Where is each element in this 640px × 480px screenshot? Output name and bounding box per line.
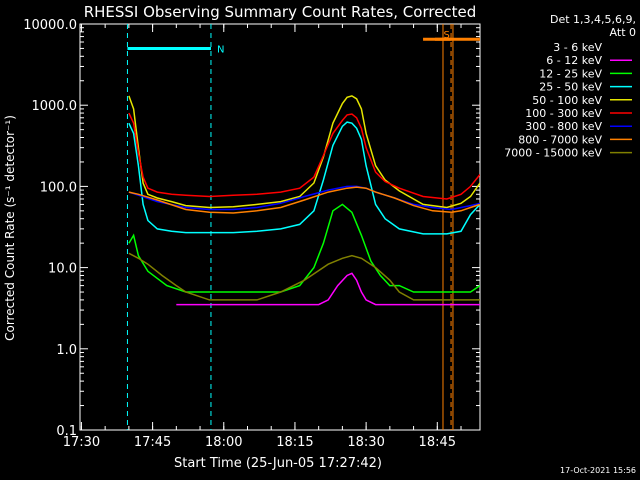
y-tick-label: 1000.0 <box>32 99 78 114</box>
legend-title-line-2: Att 0 <box>610 26 636 39</box>
plot-frame <box>79 23 481 431</box>
y-tick-label: 0.1 <box>56 424 77 439</box>
plot-data-group: NS <box>126 24 480 430</box>
interval-label: N <box>217 44 224 55</box>
legend-label: 100 - 300 keV <box>525 107 602 120</box>
x-tick-label: 17:45 <box>134 435 171 450</box>
legend-title-line-1: Det 1,3,4,5,6,9, <box>550 13 636 26</box>
legend-label: 25 - 50 keV <box>539 81 602 94</box>
plot-area: 10000.0 1000.0 100.0 10.0 1.0 0.117:30 17:45 18… <box>23 18 481 450</box>
x-tick-label: 18:30 <box>347 435 384 450</box>
legend-label: 300 - 800 keV <box>525 120 602 133</box>
series-line <box>128 121 480 235</box>
series-line <box>128 95 480 209</box>
y-tick-label: 10.0 <box>48 262 77 277</box>
x-axis-label: Start Time (25-Jun-05 17:27:42) <box>174 456 382 471</box>
y-tick-label: 10000.0 <box>23 18 77 33</box>
y-axis-label: Corrected Count Rate (s⁻¹ detector⁻¹) <box>3 115 17 341</box>
timestamp: 17-Oct-2021 15:56 <box>560 466 636 475</box>
legend-label: 6 - 12 keV <box>546 54 602 67</box>
x-tick-label: 17:30 <box>63 435 100 450</box>
legend-label: 800 - 7000 keV <box>518 133 602 146</box>
series-line <box>128 112 480 200</box>
series-line <box>128 203 480 293</box>
legend-label: 50 - 100 keV <box>532 94 602 107</box>
x-tick-label: 18:15 <box>276 435 313 450</box>
y-tick-label: 100.0 <box>40 180 77 195</box>
legend-label: 3 - 6 keV <box>553 41 602 54</box>
y-tick-label: 1.0 <box>56 343 77 358</box>
series-line <box>128 252 480 301</box>
legend-label: 7000 - 15000 keV <box>504 147 602 160</box>
x-tick-label: 18:45 <box>419 435 456 450</box>
interval-label: S <box>444 30 450 41</box>
series-line <box>176 272 480 306</box>
series-line <box>318 290 396 350</box>
x-tick-label: 18:00 <box>205 435 242 450</box>
series-line <box>128 185 480 211</box>
chart-title: RHESSI Observing Summary Count Rates, Co… <box>84 3 477 21</box>
legend-label: 12 - 25 keV <box>539 67 602 80</box>
series-line <box>128 186 480 214</box>
